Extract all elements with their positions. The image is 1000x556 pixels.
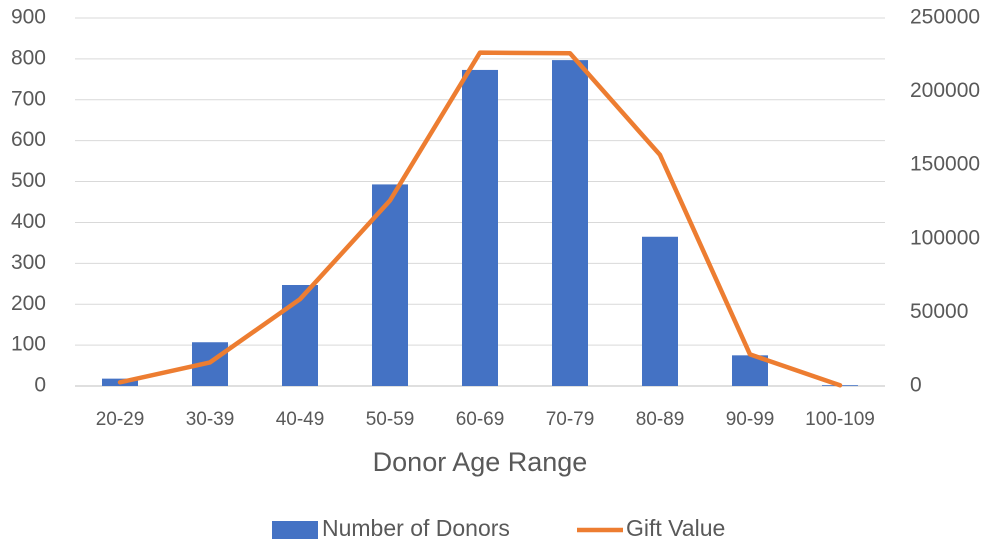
left-axis-tick-label: 0 [34,374,46,397]
bar-series-number-of-donors [102,60,858,387]
x-axis-tick-label: 70-79 [546,409,595,430]
legend: Number of Donors Gift Value [272,515,725,541]
legend-label-gift-value: Gift Value [626,515,725,541]
left-axis-tick-label: 100 [11,333,46,356]
x-axis-tick-label: 50-59 [366,409,415,430]
left-axis-tick-label: 500 [11,169,46,192]
x-axis-tick-label: 30-39 [186,409,235,430]
legend-swatch-number-of-donors [272,521,318,539]
right-axis-tick-label: 250000 [910,6,980,29]
x-axis-tick-label: 20-29 [96,409,145,430]
right-axis-tick-labels: 0 50000 100000 150000 200000 250000 [910,6,980,397]
x-axis-tick-label: 60-69 [456,409,505,430]
right-axis-tick-label: 100000 [910,226,980,249]
bar-70-79 [552,60,588,387]
x-axis-title: Donor Age Range [373,447,588,477]
left-axis-tick-label: 300 [11,251,46,274]
right-axis-tick-label: 0 [910,374,922,397]
x-axis-tick-label: 40-49 [276,409,325,430]
x-axis-tick-label: 80-89 [636,409,685,430]
bar-60-69 [462,69,498,386]
legend-label-number-of-donors: Number of Donors [322,515,510,541]
x-axis-tick-labels: 20-29 30-39 40-49 50-59 60-69 70-79 80-89 90-99… [96,409,875,430]
left-axis-tick-label: 400 [11,210,46,233]
bar-80-89 [642,236,678,386]
left-axis-tick-label: 600 [11,128,46,151]
x-axis-tick-label: 90-99 [726,409,775,430]
left-axis-tick-label: 800 [11,46,46,69]
right-axis-tick-label: 150000 [910,153,980,176]
left-axis-tick-label: 200 [11,292,46,315]
left-axis-tick-label: 700 [11,87,46,110]
right-axis-tick-label: 50000 [910,300,968,323]
line-series-gift-value [117,50,843,388]
bar-50-59 [372,184,408,386]
left-axis-tick-labels: 0 100 200 300 400 500 600 700 800 900 [11,6,46,397]
x-axis-tick-label: 100-109 [805,409,875,430]
right-axis-tick-label: 200000 [910,79,980,102]
gift-value-line [117,50,843,388]
left-axis-tick-label: 900 [11,6,46,29]
